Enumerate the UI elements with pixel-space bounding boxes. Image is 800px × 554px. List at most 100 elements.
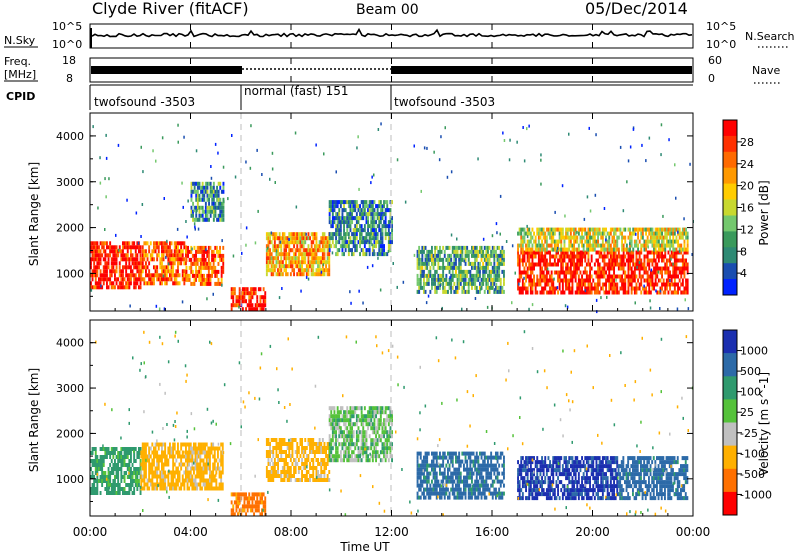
heatmap-cell (355, 248, 358, 253)
heatmap-cell (191, 273, 194, 278)
heatmap-cell (156, 273, 159, 278)
heatmap-cell (589, 239, 591, 244)
heatmap-cell (439, 245, 441, 250)
heatmap-cell (248, 303, 251, 308)
heatmap-cell (357, 216, 360, 221)
heatmap-cell (106, 451, 108, 455)
heatmap-cell (164, 241, 167, 246)
heatmap-cell (371, 228, 374, 233)
heatmap-cell (143, 281, 146, 286)
heatmap-cell (286, 256, 289, 261)
heatmap-cell (222, 213, 225, 218)
heatmap-cell (307, 256, 310, 261)
heatmap-cell (167, 269, 170, 274)
heatmap-cell (581, 235, 583, 240)
heatmap-cell (391, 220, 393, 225)
heatmap-cell (550, 239, 553, 244)
heatmap-cell (323, 240, 326, 245)
heatmap-cell (211, 185, 214, 190)
heatmap-cell (191, 478, 194, 483)
heatmap-cell (442, 277, 445, 282)
heatmap-cell (657, 258, 660, 263)
heatmap-cell (304, 438, 307, 442)
heatmap-cell (104, 475, 107, 479)
heatmap-cell (253, 496, 255, 501)
heatmap-cell (360, 228, 363, 233)
heatmap-cell (280, 272, 283, 277)
heatmap-cell (544, 247, 547, 252)
heatmap-cell (104, 177, 106, 181)
heatmap-cell (104, 273, 107, 278)
heatmap-cell (429, 289, 432, 294)
heatmap-cell (312, 264, 315, 269)
heatmap-cell (601, 258, 604, 263)
heatmap-cell (686, 243, 689, 248)
heatmap-cell (529, 274, 532, 279)
heatmap-cell (553, 243, 556, 248)
heatmap-cell (379, 208, 382, 213)
heatmap-cell (331, 430, 334, 435)
heatmap-cell (310, 446, 313, 450)
heatmap-cell (130, 455, 132, 459)
heatmap-cell (196, 450, 199, 455)
heatmap-cell (309, 260, 311, 265)
heatmap-cell (185, 458, 187, 463)
heatmap-cell (685, 278, 687, 283)
heatmap-cell (178, 450, 181, 455)
heatmap-cell (640, 262, 643, 267)
heatmap-cell (272, 248, 275, 253)
heatmap-cell (429, 257, 432, 262)
heatmap-cell (593, 262, 596, 267)
heatmap-cell (661, 258, 663, 263)
heatmap-cell (277, 442, 279, 446)
heatmap-cell (641, 143, 643, 147)
heatmap-cell (629, 243, 631, 248)
heatmap-cell (140, 235, 142, 238)
heatmap-cell (151, 249, 154, 254)
heatmap-cell (568, 239, 571, 244)
heatmap-cell (371, 220, 374, 225)
heatmap-cell (335, 204, 337, 209)
heatmap-cell (565, 266, 567, 271)
heatmap-cell (584, 239, 587, 244)
heatmap-cell (357, 240, 360, 245)
heatmap-cell (126, 241, 129, 246)
heatmap-cell (579, 250, 582, 255)
heatmap-cell (208, 205, 210, 210)
heatmap-cell (301, 268, 303, 273)
heatmap-cell (118, 483, 121, 487)
heatmap-cell (148, 466, 151, 471)
heatmap-cell (130, 265, 132, 270)
heatmap-cell (215, 478, 218, 483)
heatmap-cell (654, 227, 657, 232)
heatmap-cell (525, 290, 527, 295)
heatmap-cell (177, 474, 179, 479)
heatmap-cell (209, 470, 211, 475)
heatmap-cell (581, 282, 583, 287)
heatmap-cell (214, 265, 217, 270)
heatmap-cell (359, 252, 361, 257)
heatmap-cell (302, 256, 305, 261)
heatmap-cell (459, 281, 462, 286)
heatmap-cell (90, 459, 92, 463)
heatmap-cell (488, 277, 491, 282)
heatmap-cell (645, 247, 647, 252)
heatmap-cell (154, 482, 157, 487)
heatmap-cell (214, 189, 217, 194)
heatmap-cell (288, 470, 291, 474)
heatmap-cell (582, 243, 585, 248)
heatmap-cell (315, 478, 318, 482)
heatmap-cell (362, 236, 365, 241)
heatmap-cell (264, 508, 267, 513)
heatmap-cell (265, 232, 268, 237)
heatmap-cell (550, 270, 553, 275)
heatmap-cell (325, 268, 327, 273)
heatmap-cell (138, 265, 140, 270)
heatmap-cell (453, 245, 456, 250)
heatmap-cell (566, 262, 569, 267)
heatmap-cell (379, 244, 382, 249)
heatmap-cell (120, 487, 123, 491)
heatmap-cell (172, 261, 175, 266)
heatmap-cell (213, 446, 216, 451)
heatmap-cell (341, 236, 344, 241)
